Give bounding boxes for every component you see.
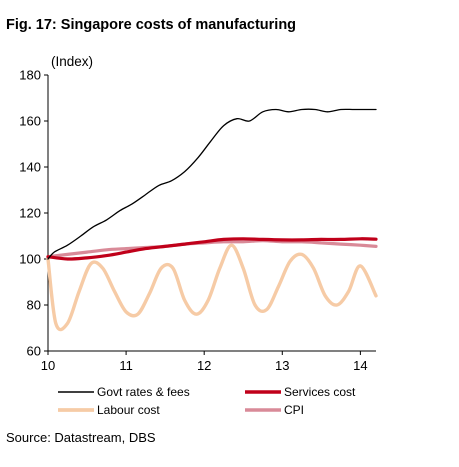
series-layer	[46, 108, 378, 332]
x-tick-label: 12	[197, 358, 211, 373]
chart-axes: 60 80 100 120 140 160 180 10 11 12 13 14	[19, 68, 376, 373]
legend-label-govt-rates-fees: Govt rates & fees	[97, 385, 190, 399]
legend: Govt rates & fees Services cost Labour cos…	[58, 385, 356, 417]
y-tick-label: 60	[27, 344, 41, 359]
x-tick-label: 11	[119, 358, 133, 373]
y-tick-label: 180	[19, 68, 41, 83]
series-line-services-cost	[46, 237, 378, 261]
y-axis-label: (Index)	[51, 54, 93, 69]
figure-title: Fig. 17: Singapore costs of manufacturin…	[6, 17, 297, 33]
source-note: Source: Datastream, DBS	[6, 430, 156, 445]
series-line-govt-rates-fees	[47, 108, 377, 260]
y-tick-label: 140	[19, 160, 41, 175]
y-tick-label: 100	[19, 252, 41, 267]
series-line-labour-cost	[46, 243, 378, 332]
legend-label-cpi: CPI	[284, 403, 304, 417]
legend-label-services-cost: Services cost	[284, 385, 356, 399]
y-tick-label: 120	[19, 206, 41, 221]
x-tick-label: 13	[275, 358, 289, 373]
y-tick-label: 80	[27, 298, 41, 313]
x-tick-label: 10	[41, 358, 55, 373]
legend-label-labour-cost: Labour cost	[97, 403, 160, 417]
x-tick-label: 14	[353, 358, 367, 373]
series-line-cpi	[46, 239, 378, 259]
y-tick-label: 160	[19, 114, 41, 129]
